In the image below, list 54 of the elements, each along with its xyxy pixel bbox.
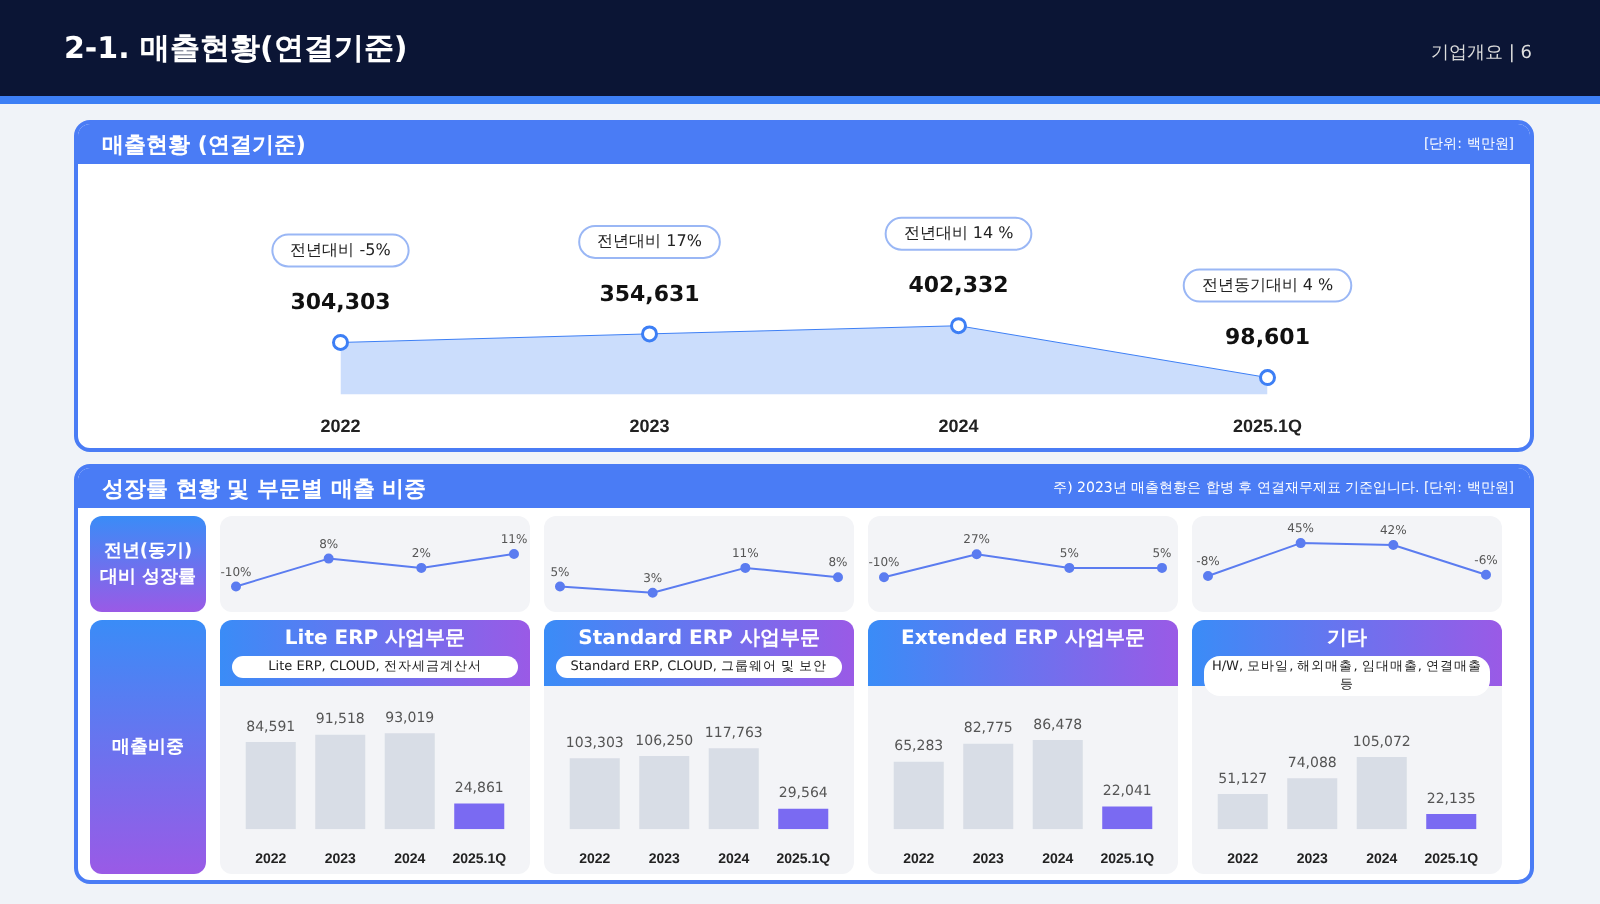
text: 전년(동기) 대비 성장률 (90, 516, 206, 612)
chart-title: Extended ERP 사업부문 (868, 620, 1178, 686)
chart-title: Standard ERP 사업부문 (578, 628, 820, 650)
bar (384, 733, 435, 830)
text: 전년대비 -5% (290, 240, 392, 259)
bar (1102, 806, 1153, 830)
bar (315, 734, 366, 830)
point (509, 548, 519, 559)
text: 전년대비 14 % (903, 223, 1015, 242)
bar (1356, 756, 1407, 830)
bar (778, 808, 829, 830)
point (833, 572, 843, 583)
chart-title: 기타 (1327, 628, 1367, 650)
point (416, 562, 427, 573)
text: 2-1. 매출현황(연결기준) (64, 30, 408, 68)
point (641, 325, 658, 343)
bar (454, 803, 505, 830)
point (1295, 538, 1306, 549)
bar (963, 743, 1014, 830)
point (647, 587, 658, 598)
chart-title: 매출현황 (연결기준) (102, 132, 306, 158)
x-tick-label: 2022 (320, 416, 361, 437)
chart-title: Lite ERP 사업부문 (284, 628, 466, 650)
bar (708, 748, 759, 830)
point (1388, 539, 1399, 550)
data-label: 304,303 (290, 289, 391, 316)
bar (1217, 794, 1268, 830)
text: 전년동기대비 4 % (1201, 275, 1335, 294)
point (1259, 369, 1276, 387)
bar (245, 741, 296, 830)
point (231, 581, 241, 592)
point (1203, 570, 1213, 581)
x-tick-label: 2025.1Q (1232, 416, 1303, 437)
bar (1287, 778, 1338, 830)
data-label: 98,601 (1225, 324, 1310, 351)
text: 매출비중 (90, 620, 206, 874)
bar (569, 758, 620, 830)
x-tick-label: 2023 (629, 416, 670, 437)
x-tick-label: 2024 (938, 416, 979, 437)
text: 전년대비 17% (597, 232, 703, 251)
point (332, 333, 349, 351)
text: 기업개요 | 6 (1431, 42, 1532, 66)
text: 성장률 현황 및 부문별 매출 비중 (102, 476, 427, 502)
data-label: 354,631 (599, 280, 700, 307)
data-label: 402,332 (908, 272, 1009, 299)
point (555, 581, 565, 592)
bar (639, 756, 690, 830)
bar (1032, 739, 1083, 830)
point (323, 553, 334, 564)
bar (893, 761, 944, 830)
point (950, 317, 967, 335)
bar (1426, 813, 1477, 830)
point (740, 562, 751, 573)
point (1481, 569, 1491, 580)
